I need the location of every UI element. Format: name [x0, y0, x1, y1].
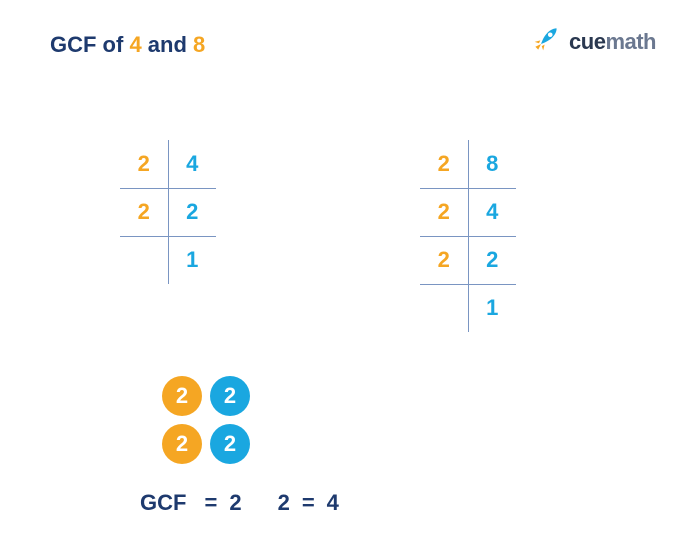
factor-cell: 2: [120, 140, 168, 188]
value-cell: 1: [168, 236, 216, 284]
factor-cell: 2: [420, 188, 468, 236]
title-a: 4: [129, 32, 141, 57]
result-label: GCF: [140, 490, 186, 516]
table-row: 2 4: [120, 140, 216, 188]
factor-cell: 2: [420, 140, 468, 188]
value-cell: 4: [168, 140, 216, 188]
result-factor: 2: [278, 490, 290, 516]
equals-sign: =: [204, 490, 217, 516]
title-prefix: GCF of: [50, 32, 129, 57]
table-row: 1: [420, 284, 516, 332]
factor-table-b: 2 8 2 4 2 2 1: [420, 140, 516, 332]
value-cell: 4: [468, 188, 516, 236]
factor-cell: 2: [120, 188, 168, 236]
logo-math: math: [605, 29, 656, 54]
factor-circle: 2: [210, 376, 250, 416]
page-title: GCF of 4 and 8: [50, 32, 205, 58]
title-b: 8: [193, 32, 205, 57]
value-cell: 2: [168, 188, 216, 236]
result-answer: 4: [327, 490, 339, 516]
value-cell: 8: [468, 140, 516, 188]
factor-circle: 2: [162, 376, 202, 416]
logo-text: cuemath: [569, 29, 656, 55]
rocket-icon: [529, 22, 563, 61]
title-mid: and: [142, 32, 193, 57]
table-row: 1: [120, 236, 216, 284]
value-cell: 1: [468, 284, 516, 332]
gcf-result: GCF = 2 2 = 4: [140, 490, 339, 516]
table-row: 2 8: [420, 140, 516, 188]
table-row: 2 4: [420, 188, 516, 236]
brand-logo: cuemath: [529, 22, 656, 61]
equals-sign: =: [302, 490, 315, 516]
common-factor-circles: 2 2 2 2: [162, 376, 250, 464]
factor-cell: [120, 236, 168, 284]
factor-circle: 2: [210, 424, 250, 464]
result-factor: 2: [229, 490, 241, 516]
factor-cell: 2: [420, 236, 468, 284]
logo-cue: cue: [569, 29, 605, 54]
factor-circle: 2: [162, 424, 202, 464]
factor-table-a: 2 4 2 2 1: [120, 140, 216, 284]
table-row: 2 2: [120, 188, 216, 236]
table-row: 2 2: [420, 236, 516, 284]
value-cell: 2: [468, 236, 516, 284]
factor-cell: [420, 284, 468, 332]
